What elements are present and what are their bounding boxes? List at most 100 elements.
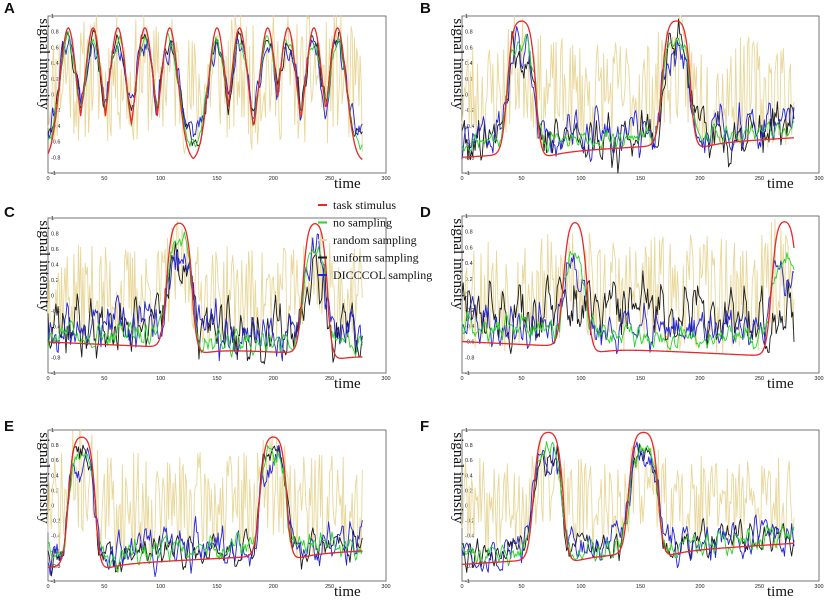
y-tick-label: 0.4 [51, 263, 59, 269]
x-tick-label: 250 [325, 584, 334, 590]
x-tick-label: 150 [636, 176, 645, 182]
y-tick-label: -0.8 [51, 356, 60, 362]
x-tick-label: 50 [101, 376, 107, 382]
x-tick-label: 300 [381, 176, 390, 182]
y-tick-label: 1 [51, 216, 54, 222]
panel-letter-a: A [4, 0, 15, 17]
panel-letter-d: D [420, 204, 431, 221]
y-tick-label: 0 [51, 504, 54, 510]
x-tick-label: 250 [325, 376, 334, 382]
y-tick-label: -0.6 [465, 140, 474, 146]
y-axis-title: signal intensity [450, 218, 466, 310]
x-tick-label: 0 [46, 176, 49, 182]
y-tick-label: 0 [51, 93, 54, 99]
y-tick-label: 0.6 [51, 247, 59, 253]
series-random-sampling [461, 436, 795, 552]
legend-label: random sampling [333, 233, 417, 247]
series-no-sampling [461, 441, 795, 567]
x-tick-label: 100 [156, 584, 165, 590]
y-tick-label: -0.4 [465, 534, 474, 540]
y-axis-title: signal intensity [36, 432, 52, 524]
y-tick-label: 1 [465, 214, 468, 220]
y-axis-title: signal intensity [36, 220, 52, 312]
legend-label: DICCCOL sampling [333, 268, 432, 282]
x-tick-label: 150 [212, 584, 221, 590]
x-tick-label: 150 [212, 176, 221, 182]
x-tick-label: 200 [695, 176, 704, 182]
y-tick-label: 0.8 [465, 30, 473, 36]
y-tick-label: 0.4 [465, 473, 473, 479]
y-tick-label: 0.2 [465, 277, 473, 283]
y-tick-label: -0.8 [465, 564, 474, 570]
panel-a: A 10.80.60.40.20-0.2-0.4-0.6-0.8-10 50 100 1… [4, 0, 391, 192]
y-axis-title: signal intensity [450, 18, 466, 110]
x-tick-label: 200 [695, 376, 704, 382]
legend-label: no sampling [333, 216, 392, 230]
y-tick-label: 0.6 [465, 245, 473, 251]
series-dicccol-sampling [461, 253, 795, 355]
series-no-sampling [461, 250, 795, 351]
x-tick-label: 200 [269, 584, 278, 590]
y-tick-label: 0.8 [51, 232, 59, 238]
series-task-stimulus [47, 27, 363, 160]
series-random-sampling [461, 15, 795, 151]
x-tick-label: 150 [212, 376, 221, 382]
y-tick-label: -0.4 [465, 324, 474, 330]
y-tick-label: -0.2 [51, 108, 60, 114]
y-tick-label: -1 [465, 579, 470, 585]
x-tick-label: 150 [636, 584, 645, 590]
x-tick-label: 100 [156, 176, 165, 182]
y-tick-label: -0.8 [51, 564, 60, 570]
legend-label: task stimulus [333, 198, 396, 212]
y-tick-label: 0.2 [465, 77, 473, 83]
y-tick-label: -0.6 [51, 340, 60, 346]
y-tick-label: 0.6 [465, 45, 473, 51]
y-tick-label: 0.8 [51, 443, 59, 449]
series-no-sampling [47, 444, 363, 573]
y-tick-label: 0.8 [465, 230, 473, 236]
y-tick-label: 0.6 [51, 45, 59, 51]
y-tick-label: 0.2 [51, 278, 59, 284]
y-tick-label: 0.4 [465, 61, 473, 67]
y-axis-title: signal intensity [450, 432, 466, 524]
y-tick-label: 1 [465, 14, 468, 20]
series-task-stimulus [47, 222, 363, 359]
x-axis-title: time [334, 376, 361, 392]
series-random-sampling [47, 429, 363, 560]
plot-area [461, 215, 820, 374]
series-uniform-sampling [47, 241, 363, 365]
y-tick-label: 0 [51, 294, 54, 300]
series-task-stimulus [47, 436, 363, 569]
y-tick-label: 1 [51, 428, 54, 434]
panel-letter-e: E [4, 418, 14, 435]
panel-letter-f: F [420, 418, 429, 435]
x-tick-label: 300 [814, 584, 823, 590]
y-tick-label: 0.2 [51, 488, 59, 494]
y-tick-label: 0.4 [51, 61, 59, 67]
series-task-stimulus [461, 431, 795, 566]
series-uniform-sampling [461, 18, 795, 174]
x-axis-title: time [767, 376, 794, 392]
y-tick-label: -0.4 [465, 124, 474, 130]
x-tick-label: 0 [46, 376, 49, 382]
x-tick-label: 0 [460, 176, 463, 182]
series-no-sampling [47, 231, 363, 358]
y-tick-label: -1 [51, 171, 56, 177]
y-tick-label: 0.4 [51, 473, 59, 479]
x-tick-label: 200 [269, 176, 278, 182]
x-tick-label: 100 [576, 176, 585, 182]
series-uniform-sampling [461, 270, 795, 355]
y-tick-label: 1 [465, 428, 468, 434]
panel-letter-c: C [4, 204, 15, 221]
x-tick-label: 250 [755, 584, 764, 590]
x-tick-label: 100 [576, 376, 585, 382]
x-tick-label: 0 [46, 584, 49, 590]
series-no-sampling [461, 33, 795, 153]
x-axis-title: time [767, 584, 794, 600]
y-tick-label: 0.4 [465, 261, 473, 267]
panel-d: D 10.80.60.40.20-0.2-0.4-0.6-0.8-10 50 100 1… [420, 204, 824, 392]
y-tick-label: -0.6 [51, 140, 60, 146]
panel-letter-b: B [420, 0, 431, 17]
x-tick-label: 50 [101, 176, 107, 182]
x-tick-label: 250 [325, 176, 334, 182]
